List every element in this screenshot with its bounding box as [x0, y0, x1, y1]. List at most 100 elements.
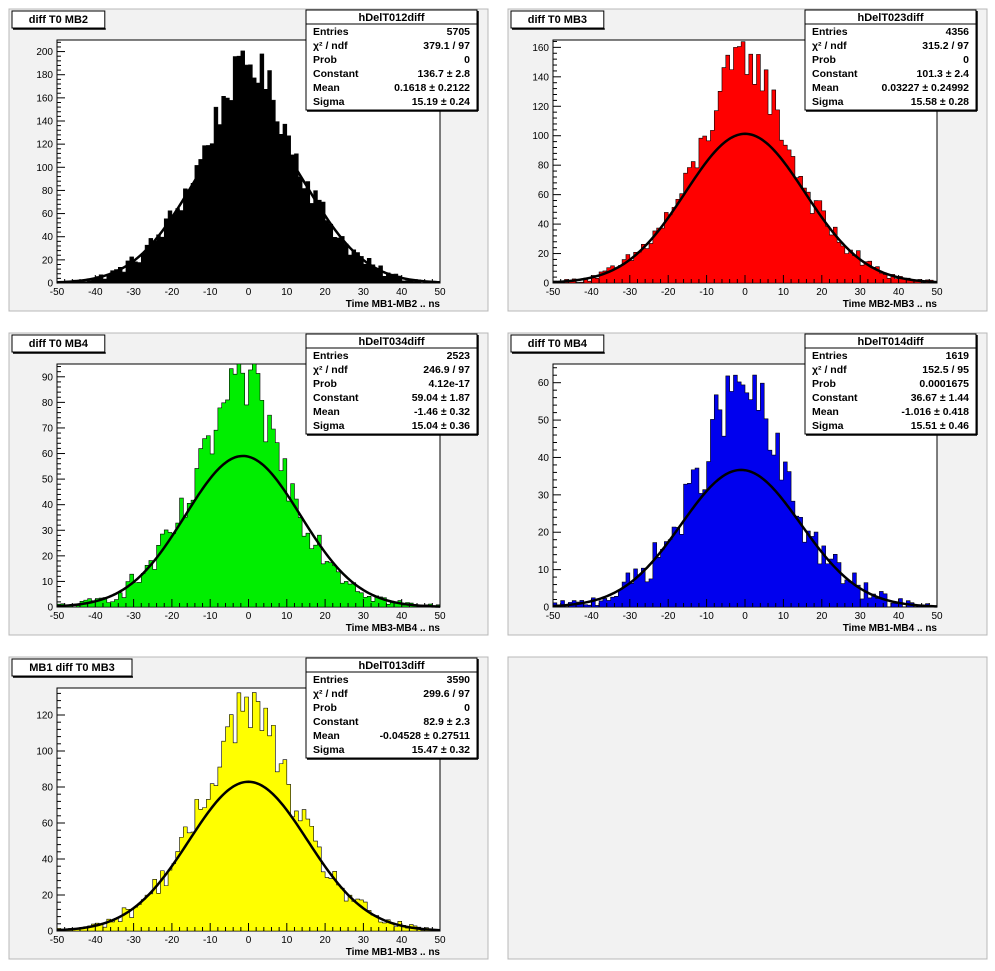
stats-label: Entries: [812, 26, 848, 38]
y-tick-label: 10: [538, 565, 550, 576]
pad-title-text: MB1 diff T0 MB3: [29, 662, 115, 674]
x-axis: -50 -40 -30 -20 -10 0 10 20 30 40 50: [546, 275, 943, 298]
x-tick-label: -40: [88, 935, 103, 946]
x-tick-label: -10: [203, 287, 218, 298]
y-tick-label: 60: [538, 190, 550, 201]
y-tick-label: 120: [532, 102, 549, 113]
stats-box: hDelT014diff Entries 1619 χ² / ndf 152.5 / 9…: [804, 333, 978, 436]
stats-label: Prob: [313, 54, 337, 66]
x-tick-label: 20: [816, 287, 828, 298]
stats-box-frame: [305, 9, 478, 111]
stats-value: 101.3 ± 2.4: [917, 68, 970, 80]
stats-box-title: hDelT034diff: [358, 336, 424, 348]
x-tick-label: 30: [358, 935, 370, 946]
x-tick-label: 50: [931, 611, 943, 622]
x-tick-label: 40: [396, 611, 408, 622]
stats-label: Mean: [812, 406, 839, 418]
pad-title-text: diff T0 MB3: [528, 14, 587, 26]
stats-label: Mean: [313, 730, 340, 742]
stats-value: 59.04 ± 1.87: [412, 392, 470, 404]
stats-label: Sigma: [812, 96, 844, 108]
x-tick-label: -40: [584, 287, 599, 298]
y-tick-label: 40: [42, 232, 54, 243]
pad-background: [507, 656, 988, 960]
x-axis: -50 -40 -30 -20 -10 0 10 20 30 40 50: [50, 923, 446, 946]
x-tick-label: 0: [742, 611, 748, 622]
y-tick-label: 50: [42, 475, 54, 486]
stats-value: 0.03227 ± 0.24992: [881, 82, 969, 94]
stats-label: Sigma: [313, 744, 345, 756]
stats-label: χ² / ndf: [812, 364, 847, 376]
stats-label: Constant: [812, 68, 858, 80]
pad-6: [507, 656, 988, 960]
stats-label: Constant: [313, 68, 359, 80]
y-tick-label: 120: [36, 711, 53, 722]
x-tick-label: -50: [546, 287, 561, 298]
x-tick-label: 40: [396, 935, 408, 946]
y-tick-label: 120: [36, 140, 53, 151]
stats-label: Sigma: [812, 420, 844, 432]
y-axis: 0 10 20 30 40 50 60 70 80 90: [42, 366, 65, 614]
x-tick-label: -50: [50, 935, 65, 946]
x-tick-label: -10: [203, 611, 218, 622]
stats-box-frame: [305, 333, 478, 435]
stats-label: χ² / ndf: [812, 40, 847, 52]
x-tick-label: 0: [246, 611, 252, 622]
x-tick-label: -40: [584, 611, 599, 622]
x-tick-label: 0: [246, 935, 252, 946]
y-tick-label: 0: [543, 603, 549, 614]
stats-box: hDelT013diff Entries 3590 χ² / ndf 299.6 / 9…: [305, 657, 479, 760]
stats-label: Mean: [313, 82, 340, 94]
pad-title-text: diff T0 MB4: [29, 338, 89, 350]
x-tick-label: 10: [281, 935, 293, 946]
x-tick-label: 10: [281, 611, 293, 622]
x-tick-label: 20: [816, 611, 828, 622]
y-tick-label: 90: [42, 372, 54, 383]
x-tick-label: -30: [126, 287, 141, 298]
x-tick-label: -30: [623, 611, 638, 622]
stats-label: Mean: [812, 82, 839, 94]
stats-value: 15.04 ± 0.36: [412, 420, 470, 432]
y-axis: 0 20 40 60 80 100 120 140 160 180 200: [36, 41, 65, 290]
stats-value: 5705: [447, 26, 471, 38]
y-tick-label: 20: [538, 528, 550, 539]
stats-label: Prob: [313, 378, 337, 390]
y-tick-label: 100: [36, 163, 53, 174]
x-tick-label: -20: [661, 611, 676, 622]
stats-label: Entries: [812, 350, 848, 362]
stats-value: 0: [464, 54, 470, 66]
x-tick-label: 30: [358, 611, 370, 622]
x-tick-label: -50: [546, 611, 561, 622]
pad-title-text: diff T0 MB4: [528, 338, 588, 350]
gaussian-fit-line: [56, 123, 441, 284]
stats-label: Prob: [313, 702, 337, 714]
stats-value: -1.46 ± 0.32: [414, 406, 470, 418]
x-tick-label: -10: [203, 935, 218, 946]
y-tick-label: 100: [532, 131, 549, 142]
y-tick-label: 20: [538, 249, 550, 260]
y-tick-label: 40: [42, 500, 54, 511]
stats-box: hDelT012diff Entries 5705 χ² / ndf 379.1 / 9…: [305, 9, 479, 112]
y-tick-label: 80: [42, 783, 54, 794]
stats-value: 246.9 / 97: [423, 364, 470, 376]
stats-value: 4356: [946, 26, 970, 38]
x-tick-label: 40: [893, 287, 905, 298]
y-tick-label: 0: [47, 603, 53, 614]
stats-label: χ² / ndf: [313, 40, 348, 52]
x-tick-label: -10: [699, 287, 714, 298]
y-tick-label: 80: [42, 398, 54, 409]
x-tick-label: -30: [126, 611, 141, 622]
x-tick-label: 10: [778, 611, 790, 622]
stats-value: 4.12e-17: [429, 378, 471, 390]
pad-5: 0 20 40 60 80 100 120 -50 -40 -30 -20 -10 0 10 20 30 40 5…: [8, 656, 489, 960]
stats-value: 15.19 ± 0.24: [412, 96, 470, 108]
gaussian-fit-line: [56, 454, 441, 608]
x-tick-label: -30: [126, 935, 141, 946]
x-tick-label: 10: [778, 287, 790, 298]
stats-value: 82.9 ± 2.3: [423, 716, 470, 728]
y-tick-label: 40: [42, 855, 54, 866]
stats-value: 0: [963, 54, 969, 66]
pad-title: diff T0 MB4: [510, 334, 605, 354]
pad-title-box: [510, 334, 605, 353]
gaussian-fit-line: [552, 132, 938, 284]
